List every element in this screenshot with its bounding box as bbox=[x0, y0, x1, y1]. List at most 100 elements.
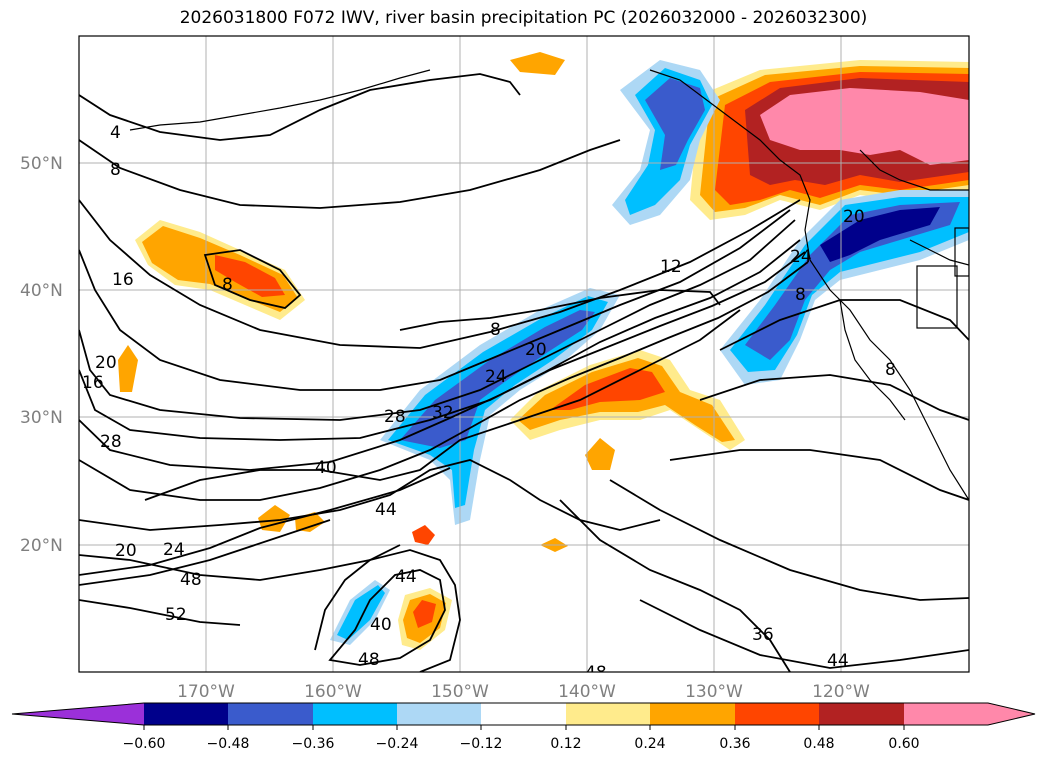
contour-label: 48 bbox=[180, 570, 202, 590]
contour-24 bbox=[79, 239, 801, 441]
contour-label: 20 bbox=[525, 340, 547, 360]
contour-44-south bbox=[314, 549, 461, 672]
colorbar-tick: 0.48 bbox=[803, 736, 834, 752]
colorbar-seg-pos024 bbox=[650, 703, 735, 725]
figure-title: 2026031800 F072 IWV, river basin precipi… bbox=[179, 8, 868, 28]
contour-label: 44 bbox=[827, 651, 849, 671]
contour-20 bbox=[79, 219, 796, 421]
shade-neg036-central bbox=[388, 296, 608, 508]
map-content: 4 8 8 12 16 16 20 20 20 24 24 24 28 28 3… bbox=[79, 36, 969, 683]
contour-west-loop bbox=[203, 249, 302, 309]
latitude-labels: 50°N 40°N 30°N 20°N bbox=[20, 154, 63, 556]
lat-label: 40°N bbox=[20, 281, 63, 301]
contour-32 bbox=[79, 261, 809, 501]
shade-pos036-south bbox=[413, 600, 436, 628]
contour-label: 28 bbox=[384, 407, 406, 427]
map-frame bbox=[78, 35, 970, 673]
contour-label: 20 bbox=[95, 353, 117, 373]
contour-label: 8 bbox=[222, 275, 233, 295]
colorbar-tick: −0.36 bbox=[292, 736, 335, 752]
contour-8-north bbox=[79, 139, 621, 209]
lat-label: 20°N bbox=[20, 536, 63, 556]
shade-pos024-small3 bbox=[585, 438, 615, 470]
contour-label: 16 bbox=[82, 373, 104, 393]
colorbar-tick: −0.48 bbox=[207, 736, 250, 752]
contour-label: 40 bbox=[370, 615, 392, 635]
contour-44-e bbox=[639, 599, 969, 669]
lon-label: 160°W bbox=[304, 682, 362, 702]
colorbar-seg-over bbox=[904, 703, 988, 725]
contour-28 bbox=[79, 251, 806, 471]
contour-label: 16 bbox=[112, 270, 134, 290]
lon-label: 130°W bbox=[685, 682, 743, 702]
lon-label: 140°W bbox=[558, 682, 616, 702]
contour-label: 8 bbox=[795, 285, 806, 305]
colorbar-seg-pos036 bbox=[735, 703, 819, 725]
contour-label: 24 bbox=[485, 367, 507, 387]
shade-pos024-small4 bbox=[510, 52, 565, 75]
colorbar-under-arrow bbox=[12, 703, 144, 725]
colorbar-seg-neg048 bbox=[228, 703, 313, 725]
contour-12 bbox=[79, 199, 801, 349]
colorbar-tick: 0.12 bbox=[550, 736, 581, 752]
shade-pos024-small1 bbox=[258, 505, 290, 532]
colorbar-seg-neg024 bbox=[397, 703, 481, 725]
contour-label: 20 bbox=[115, 541, 137, 561]
shade-neg060-east bbox=[820, 207, 940, 262]
contour-8-mid bbox=[399, 289, 721, 331]
shade-pos024-small6 bbox=[118, 345, 138, 392]
contour-label: 24 bbox=[163, 540, 185, 560]
contour-label: 40 bbox=[315, 458, 337, 478]
colorbar-tick: −0.12 bbox=[460, 736, 503, 752]
colorbar-seg-neg060 bbox=[144, 703, 228, 725]
contour-east2 bbox=[699, 374, 969, 421]
colorbar-tick: 0.60 bbox=[888, 736, 919, 752]
contour-16 bbox=[79, 209, 791, 391]
shade-over-pink bbox=[760, 88, 969, 165]
contour-label: 24 bbox=[790, 247, 812, 267]
contour-label: 52 bbox=[165, 605, 187, 625]
lat-label: 30°N bbox=[20, 408, 63, 428]
contour-label: 28 bbox=[100, 432, 122, 452]
contour-label: 8 bbox=[885, 360, 896, 380]
colorbar: −0.60 −0.48 −0.36 −0.24 −0.12 0.12 0.24 … bbox=[11, 702, 1036, 752]
contour-label: 48 bbox=[358, 650, 380, 670]
shade-neg048-coast bbox=[645, 78, 705, 170]
contour-40 bbox=[144, 309, 741, 501]
contour-jet1 bbox=[79, 467, 451, 576]
contour-label: 36 bbox=[752, 625, 774, 645]
lon-label: 170°W bbox=[177, 682, 235, 702]
contour-40-e bbox=[609, 479, 969, 601]
precip-shading bbox=[118, 52, 969, 650]
contour-label: 8 bbox=[490, 320, 501, 340]
contour-4 bbox=[79, 73, 521, 141]
shade-pos036-small7 bbox=[412, 525, 435, 545]
contour-label: 48 bbox=[585, 663, 607, 683]
lat-label: 50°N bbox=[20, 154, 63, 174]
contour-east1 bbox=[719, 299, 969, 351]
longitude-labels: 170°W 160°W 150°W 140°W 130°W 120°W bbox=[177, 682, 870, 702]
colorbar-seg-neg036 bbox=[313, 703, 397, 725]
contour-label: 20 bbox=[843, 207, 865, 227]
iwv-contours bbox=[79, 73, 969, 672]
contour-label: 44 bbox=[395, 567, 417, 587]
shade-pos036-west bbox=[215, 255, 285, 297]
coastlines bbox=[129, 69, 969, 501]
colorbar-tick: −0.60 bbox=[123, 736, 166, 752]
contour-label: 8 bbox=[110, 160, 121, 180]
contour-labels: 4 8 8 12 16 16 20 20 20 24 24 24 28 28 3… bbox=[82, 123, 896, 683]
contour-label: 12 bbox=[660, 257, 682, 277]
colorbar-seg-pos012 bbox=[566, 703, 650, 725]
contour-36 bbox=[559, 499, 791, 672]
contour-east3 bbox=[669, 449, 969, 501]
colorbar-tick: 0.36 bbox=[719, 736, 750, 752]
colorbar-seg-neutral bbox=[481, 703, 566, 725]
contour-label: 4 bbox=[110, 123, 121, 143]
shade-neg036-south bbox=[337, 585, 385, 640]
contour-jet2 bbox=[79, 519, 331, 586]
lon-label: 150°W bbox=[431, 682, 489, 702]
contour-48-south bbox=[328, 569, 446, 666]
lon-label: 120°W bbox=[812, 682, 870, 702]
colorbar-tick: −0.24 bbox=[376, 736, 419, 752]
